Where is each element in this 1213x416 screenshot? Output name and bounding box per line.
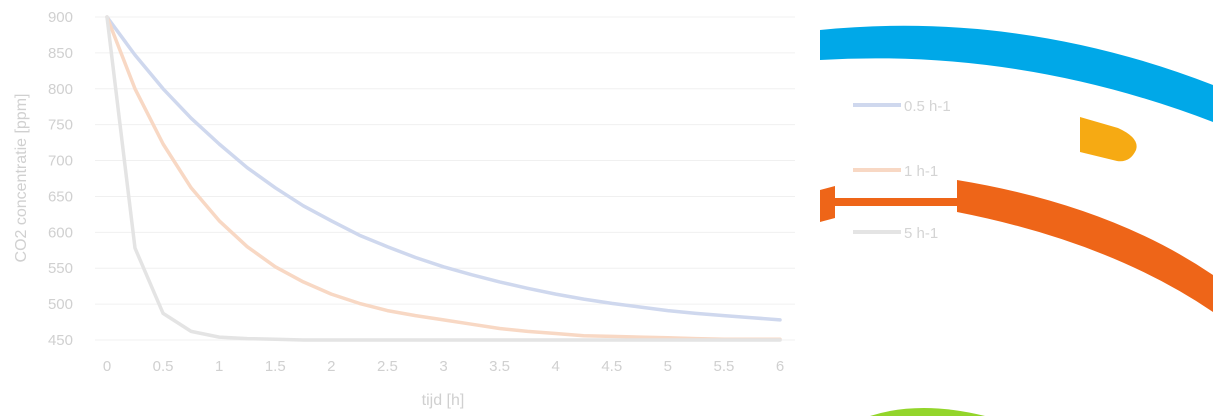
legend-label-1: 1 h-1 (904, 163, 938, 180)
green-arc-shape (870, 408, 985, 416)
x-tick-label: 5 (664, 358, 672, 375)
gridlines (95, 16, 795, 341)
y-tick-label: 600 (48, 224, 73, 241)
x-tick-label: 3.5 (489, 358, 510, 375)
y-tick-label: 500 (48, 296, 73, 313)
orange-bar-shape (835, 198, 959, 206)
decorative-brand-graphic (820, 25, 1213, 416)
x-tick-label: 4.5 (601, 358, 622, 375)
y-tick-label: 800 (48, 81, 73, 98)
x-axis-title: tijd [h] (422, 392, 465, 409)
y-tick-label: 700 (48, 153, 73, 170)
x-tick-label: 3 (439, 358, 447, 375)
x-tick-label: 4 (551, 358, 559, 375)
x-tick-label: 1 (215, 358, 223, 375)
y-tick-label: 550 (48, 260, 73, 277)
series-line-1 (105, 15, 782, 342)
legend: 0.5 h-1 1 h-1 5 h-1 (853, 98, 951, 242)
y-tick-label: 750 (48, 117, 73, 134)
orange-left-shape (820, 186, 835, 222)
y-axis-title: CO2 concentratie [ppm] (13, 94, 30, 263)
series-line-2 (105, 15, 782, 342)
series-lines (105, 15, 782, 342)
legend-label-0-5: 0.5 h-1 (904, 98, 951, 115)
x-axis-ticks: 0 0.5 1 1.5 2 2.5 3 3.5 4 4.5 5 5.5 6 (103, 358, 784, 375)
legend-item-1: 1 h-1 (853, 163, 938, 180)
y-tick-label: 900 (48, 9, 73, 26)
x-tick-label: 2.5 (377, 358, 398, 375)
series-line-0 (105, 15, 782, 322)
y-axis-ticks: 450 500 550 600 650 700 750 800 850 900 (48, 9, 73, 349)
y-tick-label: 850 (48, 45, 73, 62)
x-tick-label: 0 (103, 358, 111, 375)
x-tick-label: 1.5 (265, 358, 286, 375)
y-tick-label: 450 (48, 332, 73, 349)
orange-arc-shape (957, 180, 1213, 312)
x-tick-label: 2 (327, 358, 335, 375)
legend-label-5: 5 h-1 (904, 225, 938, 242)
blue-arc-shape (820, 25, 1213, 122)
yellow-drop-shape (1080, 117, 1137, 162)
legend-item-0-5: 0.5 h-1 (853, 98, 951, 115)
legend-item-5: 5 h-1 (853, 225, 938, 242)
x-tick-label: 5.5 (713, 358, 734, 375)
x-tick-label: 0.5 (153, 358, 174, 375)
y-tick-label: 650 (48, 188, 73, 205)
x-tick-label: 6 (776, 358, 784, 375)
